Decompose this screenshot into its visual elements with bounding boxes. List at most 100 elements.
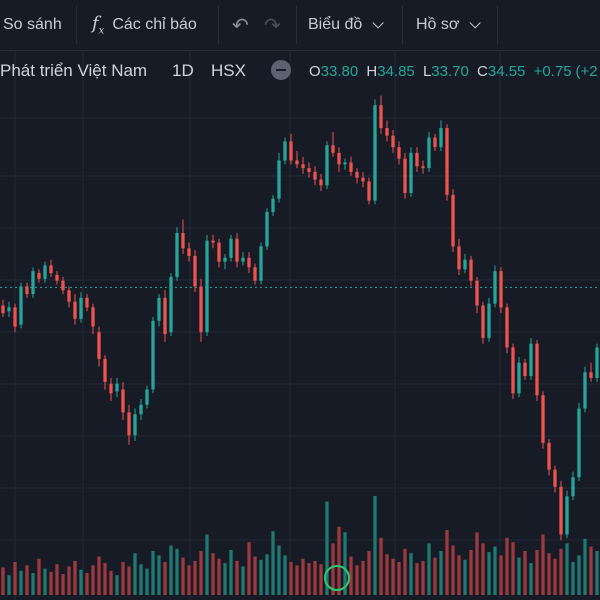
volume-bar <box>139 564 143 595</box>
candle-body <box>559 486 563 535</box>
symbol-name[interactable]: Phát triển Việt Nam <box>0 61 148 80</box>
candle-body <box>517 362 521 394</box>
indicators-label: Các chỉ báo <box>112 16 197 33</box>
toolbar-divider <box>296 6 297 44</box>
volume-bar <box>31 573 35 595</box>
volume-bar <box>427 543 431 595</box>
indicators-button[interactable]: fx Các chỉ báo <box>92 0 197 50</box>
volume-bar <box>307 563 311 595</box>
candle-body <box>595 347 599 379</box>
candle-body <box>85 297 89 308</box>
candle-body <box>295 160 299 165</box>
candle-body <box>115 383 119 392</box>
redo-button[interactable]: ↷ <box>264 0 281 50</box>
candle-body <box>31 271 35 295</box>
volume-bar <box>409 553 413 595</box>
volume-bar <box>577 555 581 595</box>
candle-body <box>7 307 11 312</box>
volume-bar <box>481 543 485 595</box>
low-value: 33.70 <box>431 62 469 80</box>
candle-body <box>463 259 467 270</box>
candle-body <box>121 389 125 413</box>
candle-body <box>19 286 23 325</box>
candle-body <box>571 477 575 497</box>
open-value: 33.80 <box>320 62 359 80</box>
candle-body <box>547 442 551 470</box>
chart-legend: Phát triển Việt Nam 1D HSX O33.80 H34.85… <box>0 56 600 86</box>
highlight-marker <box>324 565 350 591</box>
candle-body <box>289 141 293 161</box>
volume-bar <box>349 556 353 595</box>
volume-bar <box>265 554 269 595</box>
volume-bar <box>565 543 569 595</box>
volume-bar <box>595 551 599 595</box>
volume-bar <box>175 548 179 595</box>
change-percent: (+2 <box>575 62 598 80</box>
compare-button[interactable]: So sánh <box>3 0 62 50</box>
volume-bar <box>337 526 341 595</box>
volume-bar <box>199 551 203 595</box>
volume-bar <box>7 575 11 595</box>
candle-body <box>499 271 503 308</box>
candle-body <box>301 164 305 169</box>
volume-bar <box>193 560 197 595</box>
candle-body <box>541 395 545 443</box>
volume-bar <box>43 568 47 595</box>
volume-bar <box>103 563 107 595</box>
volume-bar <box>457 555 461 595</box>
volume-bar <box>1 567 5 595</box>
candle-body <box>403 158 407 193</box>
candle-body <box>265 212 269 247</box>
candle-body <box>55 274 59 281</box>
candle-body <box>385 128 389 136</box>
volume-bar <box>433 557 437 595</box>
volume-bar <box>559 548 563 595</box>
undo-button[interactable]: ↶ <box>232 0 249 50</box>
candle-body <box>481 305 485 338</box>
volume-bar <box>523 551 527 595</box>
volume-bar <box>49 571 53 595</box>
chart-type-dropdown[interactable]: Biểu đồ <box>308 0 385 50</box>
volume-bar <box>511 542 515 595</box>
volume-bar <box>469 549 473 595</box>
volume-bar <box>271 531 275 595</box>
candle-body <box>283 141 287 161</box>
candle-body <box>529 343 533 377</box>
candle-body <box>175 233 179 277</box>
chart-type-label: Biểu đồ <box>308 16 363 33</box>
timeframe-label[interactable]: 1D <box>172 61 194 80</box>
volume-bar <box>235 560 239 595</box>
volume-bar <box>61 574 65 595</box>
candle-body <box>79 297 83 319</box>
candle-body <box>151 320 155 390</box>
volume-bar <box>451 545 455 595</box>
volume-bar <box>253 556 257 595</box>
collapse-legend-icon[interactable] <box>271 60 291 80</box>
volume-bar <box>133 553 137 595</box>
volume-bar <box>97 556 101 595</box>
candle-body <box>355 171 359 178</box>
candle-body <box>43 265 47 279</box>
candle-body <box>457 246 461 270</box>
candle-body <box>133 414 137 436</box>
exchange-label: HSX <box>211 61 246 80</box>
toolbar-divider <box>497 6 498 44</box>
candle-body <box>199 286 203 333</box>
volume-bar <box>259 559 263 595</box>
volume-bar <box>55 564 59 595</box>
volume-bar <box>583 538 587 595</box>
volume-bar <box>367 551 371 595</box>
volume-bar <box>289 562 293 595</box>
candle-body <box>229 238 233 258</box>
volume-bar <box>151 551 155 595</box>
candle-body <box>97 332 101 359</box>
volume-bar <box>301 558 305 595</box>
volume-bar <box>361 560 365 595</box>
volume-bar <box>13 562 17 595</box>
candle-body <box>187 248 191 256</box>
volume-bar <box>403 548 407 595</box>
candle-body <box>253 267 257 281</box>
candle-body <box>361 177 365 182</box>
profile-dropdown[interactable]: Hồ sơ <box>416 0 482 50</box>
